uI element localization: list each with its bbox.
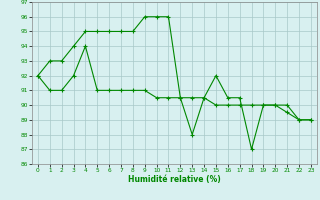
X-axis label: Humidité relative (%): Humidité relative (%): [128, 175, 221, 184]
